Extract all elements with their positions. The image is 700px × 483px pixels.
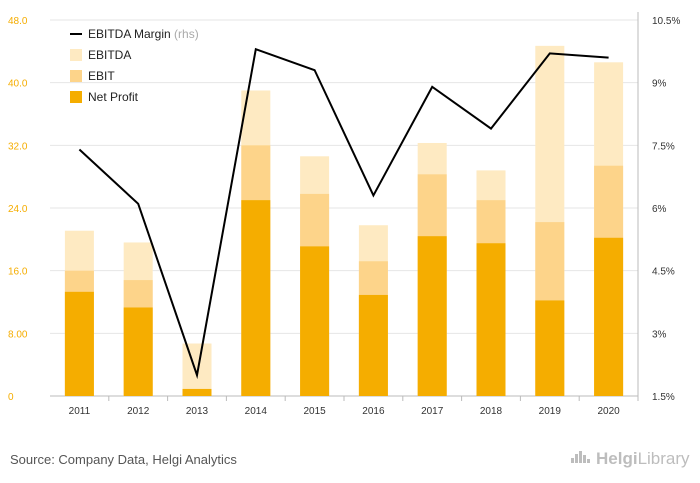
y-left-tick-label: 0 bbox=[8, 392, 14, 403]
legend-label-net-profit: Net Profit bbox=[88, 90, 139, 104]
helgi-library-logo: HelgiLibrary bbox=[570, 448, 690, 469]
line-ebitda-margin bbox=[78, 47, 609, 380]
bar-net-profit bbox=[64, 291, 94, 396]
y-left-tick-label: 24.0 bbox=[8, 204, 28, 215]
helgi-logo-icon bbox=[570, 448, 592, 469]
y-left-tick-label: 8.00 bbox=[8, 329, 28, 340]
bar-net-profit bbox=[358, 294, 388, 396]
x-tick-label: 2014 bbox=[245, 406, 268, 417]
y-left-tick-label: 48.0 bbox=[8, 16, 28, 27]
chart-svg: 0 8.00 16.0 24.0 32.0 40.0 48.0 1.5% 3% 4.5% 6% 7.5… bbox=[8, 12, 680, 417]
x-tick-label: 2015 bbox=[303, 406, 326, 417]
y-right-tick-label: 1.5% bbox=[652, 392, 675, 403]
bar-net-profit bbox=[594, 237, 624, 396]
x-tick-label: 2012 bbox=[127, 406, 150, 417]
legend-label-ebit: EBIT bbox=[88, 69, 115, 83]
legend-label-ebitda: EBITDA bbox=[88, 48, 131, 62]
legend-rhs-suffix: (rhs) bbox=[174, 27, 199, 41]
x-tick-label: 2018 bbox=[480, 406, 503, 417]
y-left-tick-label: 32.0 bbox=[8, 141, 28, 152]
bar-net-profit bbox=[300, 246, 330, 396]
y-right-tick-label: 3% bbox=[652, 329, 667, 340]
bar-net-profit bbox=[535, 300, 565, 396]
x-tick-label: 2020 bbox=[597, 406, 620, 417]
x-tick-label: 2013 bbox=[186, 406, 209, 417]
x-tick-label: 2019 bbox=[539, 406, 562, 417]
x-tick-label: 2016 bbox=[362, 406, 385, 417]
y-right-tick-label: 7.5% bbox=[652, 141, 675, 152]
bar-net-profit bbox=[476, 243, 506, 396]
y-left-tick-label: 16.0 bbox=[8, 267, 28, 278]
y-left-tick-label: 40.0 bbox=[8, 79, 28, 90]
bar-net-profit bbox=[417, 236, 447, 396]
x-tick-label: 2011 bbox=[69, 406, 91, 417]
x-tick-label: 2017 bbox=[421, 406, 444, 417]
source-note: Source: Company Data, Helgi Analytics bbox=[10, 452, 237, 467]
y-right-tick-label: 10.5% bbox=[652, 16, 680, 27]
y-right-tick-label: 6% bbox=[652, 204, 667, 215]
logo-bold-text: Helgi bbox=[596, 448, 638, 468]
y-right-tick-label: 4.5% bbox=[652, 267, 675, 278]
logo-rest-text: Library bbox=[637, 448, 690, 468]
bar-net-profit bbox=[241, 200, 271, 396]
y-right-tick-label: 9% bbox=[652, 79, 667, 90]
legend-swatch-ebit bbox=[70, 70, 82, 82]
legend-label-ebitda-margin: EBITDA Margin (rhs) bbox=[88, 27, 199, 41]
legend-swatch-net-profit bbox=[70, 91, 82, 103]
bar-net-profit bbox=[123, 307, 153, 396]
legend-swatch-ebitda bbox=[70, 49, 82, 61]
bar-net-profit bbox=[182, 388, 212, 396]
